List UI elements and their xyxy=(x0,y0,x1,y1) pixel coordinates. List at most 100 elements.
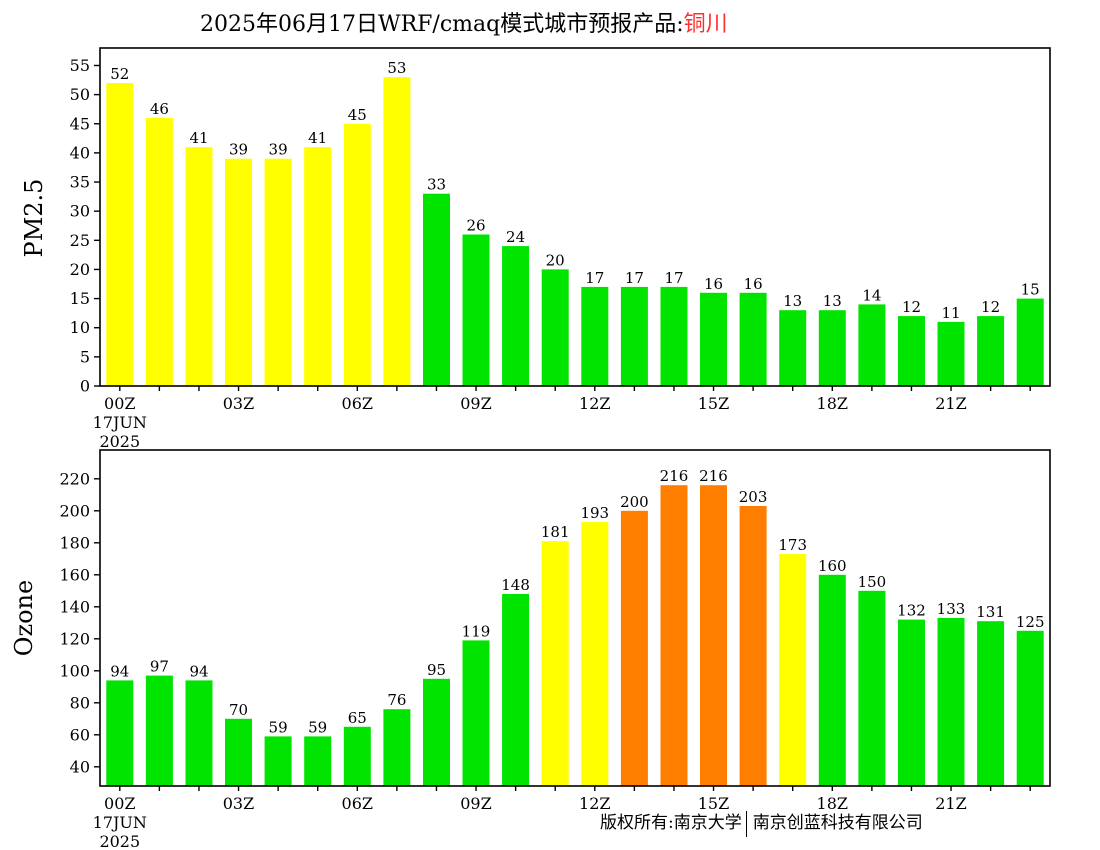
bar-value-label: 46 xyxy=(150,100,169,118)
y-tick-label: 55 xyxy=(70,56,90,75)
bar-value-label: 17 xyxy=(585,269,604,287)
bar xyxy=(818,574,846,786)
y-tick-label: 220 xyxy=(59,469,90,488)
y-tick-label: 80 xyxy=(70,693,90,712)
bar xyxy=(225,718,252,786)
bar-value-label: 160 xyxy=(818,557,847,575)
bar xyxy=(581,522,609,786)
x-tick-label: 21Z xyxy=(935,794,966,813)
bar xyxy=(462,640,490,786)
chart-title: 2025年06月17日WRF/cmaq模式城市预报产品:铜川 xyxy=(200,6,728,38)
bar-value-label: 33 xyxy=(427,176,446,194)
bar xyxy=(304,147,332,386)
x-tick-label: 03Z xyxy=(223,794,254,813)
x-date-label: 2025 xyxy=(99,432,140,451)
bar-value-label: 132 xyxy=(897,602,926,620)
bar xyxy=(106,680,134,786)
bar-value-label: 65 xyxy=(348,709,367,727)
x-tick-label: 15Z xyxy=(698,394,729,413)
bar-value-label: 94 xyxy=(189,662,208,680)
bar xyxy=(264,158,292,386)
bar-value-label: 59 xyxy=(269,718,288,736)
bar-value-label: 16 xyxy=(744,275,763,293)
bar-value-label: 94 xyxy=(110,662,129,680)
bar-value-label: 181 xyxy=(541,523,570,541)
bar-value-label: 17 xyxy=(625,269,644,287)
y-tick-label: 200 xyxy=(59,501,90,520)
bar-value-label: 26 xyxy=(466,217,485,235)
copyright-divider xyxy=(745,810,747,837)
y-tick-label: 40 xyxy=(70,143,90,162)
y-tick-label: 30 xyxy=(70,202,90,221)
y-tick-label: 100 xyxy=(59,661,90,680)
x-tick-label: 12Z xyxy=(579,794,610,813)
bar-value-label: 216 xyxy=(699,467,728,485)
bar-value-label: 41 xyxy=(189,129,208,147)
x-tick-label: 06Z xyxy=(342,794,373,813)
bar-value-label: 70 xyxy=(229,701,248,719)
bar-value-label: 39 xyxy=(229,141,248,159)
bar-value-label: 125 xyxy=(1016,613,1045,631)
x-tick-label: 18Z xyxy=(817,794,848,813)
y-tick-label: 0 xyxy=(80,377,90,396)
bar xyxy=(581,286,609,386)
bar-value-label: 13 xyxy=(823,292,842,310)
bar xyxy=(858,304,886,386)
bar xyxy=(937,618,965,786)
bar xyxy=(423,678,450,786)
bar-value-label: 52 xyxy=(110,65,129,83)
bar xyxy=(541,269,569,386)
bar-value-label: 200 xyxy=(620,493,649,511)
y-tick-label: 160 xyxy=(59,565,90,584)
plot-frame xyxy=(99,47,1051,387)
x-tick-label: 03Z xyxy=(223,394,254,413)
bar-value-label: 173 xyxy=(778,536,807,554)
bar-value-label: 216 xyxy=(660,467,689,485)
bar xyxy=(977,621,1005,786)
bar-value-label: 59 xyxy=(308,718,327,736)
bar xyxy=(1016,298,1044,386)
bar xyxy=(343,123,371,387)
bar-value-label: 203 xyxy=(739,488,768,506)
bar-value-label: 17 xyxy=(664,269,683,287)
bar-value-label: 41 xyxy=(308,129,327,147)
bar xyxy=(700,485,727,786)
bar-value-label: 133 xyxy=(937,600,966,618)
y-tick-label: 50 xyxy=(70,85,90,104)
x-tick-label: 00Z xyxy=(104,794,135,813)
bar xyxy=(779,554,807,786)
bar xyxy=(858,590,886,786)
bar xyxy=(185,147,213,386)
bar xyxy=(383,709,411,786)
y-tick-label: 120 xyxy=(59,629,90,648)
bar-value-label: 12 xyxy=(981,298,1000,316)
bar xyxy=(106,83,134,386)
bar-value-label: 39 xyxy=(269,141,288,159)
bar xyxy=(977,316,1005,386)
bar-value-label: 20 xyxy=(546,251,565,269)
copyright-right: 南京创蓝科技有限公司 xyxy=(752,813,923,833)
bar-value-label: 131 xyxy=(976,603,1005,621)
copyright-left: 版权所有:南京大学 xyxy=(600,813,742,833)
plot-frame xyxy=(99,449,1051,787)
bar xyxy=(145,675,173,786)
y-tick-label: 20 xyxy=(70,260,90,279)
bar-value-label: 16 xyxy=(704,275,723,293)
title-prefix: 2025年06月17日WRF/cmaq模式城市预报产品: xyxy=(200,12,684,37)
bar xyxy=(660,286,688,386)
x-date-label: 17JUN xyxy=(93,413,147,432)
y-tick-label: 5 xyxy=(80,347,90,366)
x-date-label: 17JUN xyxy=(93,813,147,832)
bar-value-label: 53 xyxy=(387,59,406,77)
x-tick-label: 21Z xyxy=(935,394,966,413)
y-tick-label: 60 xyxy=(70,725,90,744)
bar xyxy=(264,736,292,786)
bar xyxy=(898,316,925,386)
bar xyxy=(343,726,371,786)
bar-value-label: 95 xyxy=(427,661,446,679)
copyright-notice: 版权所有:南京大学 南京创蓝科技有限公司 xyxy=(600,808,923,837)
x-tick-label: 00Z xyxy=(104,394,135,413)
y-tick-label: 180 xyxy=(59,533,90,552)
bar-value-label: 15 xyxy=(1021,281,1040,299)
y-tick-label: 140 xyxy=(59,597,90,616)
